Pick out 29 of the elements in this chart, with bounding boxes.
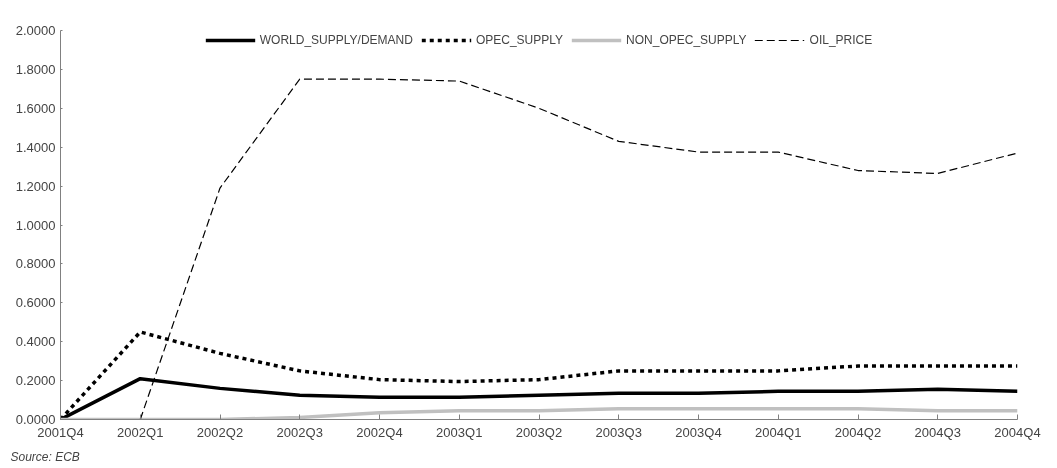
x-tick-label: 2004Q2 <box>834 424 882 440</box>
x-tick-label: 2003Q4 <box>675 424 722 440</box>
y-tick-label: 1.8000 <box>15 61 56 77</box>
x-tick-label: 2004Q3 <box>914 424 961 440</box>
legend-label: OPEC_SUPPLY <box>475 33 564 47</box>
x-tick-label: 2002Q2 <box>196 424 244 440</box>
y-tick-label: 0.6000 <box>15 295 56 311</box>
source-note: Source: ECB <box>10 449 80 464</box>
legend-label: WORLD_SUPPLY/DEMAND <box>259 33 413 47</box>
x-tick-label: 2003Q2 <box>515 424 563 440</box>
x-tick-label: 2003Q1 <box>436 424 483 440</box>
x-tick-label: 2003Q3 <box>595 424 642 440</box>
y-tick-label: 1.6000 <box>15 100 56 116</box>
y-tick-label: 1.2000 <box>15 178 56 194</box>
y-tick-label: 0.4000 <box>15 334 56 350</box>
y-tick-label: 0.2000 <box>15 373 56 389</box>
x-tick-label: 2004Q1 <box>755 424 802 440</box>
y-tick-label: 2.0000 <box>15 23 56 38</box>
y-tick-label: 1.4000 <box>15 139 56 155</box>
y-tick-label: 0.8000 <box>15 256 56 272</box>
x-tick-label: 2002Q3 <box>276 424 323 440</box>
x-tick-label: 2002Q1 <box>117 424 164 440</box>
x-tick-label: 2004Q4 <box>994 424 1041 440</box>
y-tick-label: 0.0000 <box>15 412 56 427</box>
y-tick-label: 1.0000 <box>15 217 56 233</box>
x-tick-label: 2002Q4 <box>356 424 403 440</box>
legend-label: NON_OPEC_SUPPLY <box>626 33 747 47</box>
legend-label: OIL_PRICE <box>809 33 873 47</box>
x-tick-label: 2001Q4 <box>37 424 84 440</box>
